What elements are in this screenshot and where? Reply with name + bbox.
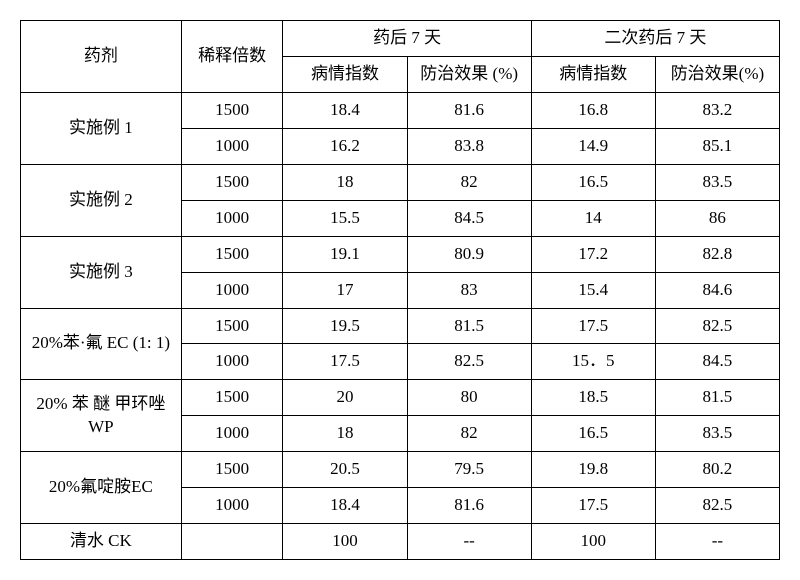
cell-s7ce: 83.5 bbox=[655, 164, 779, 200]
cell-d7ce: 82.5 bbox=[407, 344, 531, 380]
cell-dil: 1500 bbox=[181, 452, 283, 488]
cell-d7di: 18.4 bbox=[283, 488, 407, 524]
cell-s7di: 100 bbox=[531, 524, 655, 560]
cell-d7ce: 80.9 bbox=[407, 236, 531, 272]
table-head: 药剂 稀释倍数 药后 7 天 二次药后 7 天 病情指数 防治效果 (%) 病情… bbox=[21, 21, 780, 93]
table-row: 20%苯·氟 EC (1: 1)150019.581.517.582.5 bbox=[21, 308, 780, 344]
cell-s7di: 19.8 bbox=[531, 452, 655, 488]
cell-s7di: 15.4 bbox=[531, 272, 655, 308]
cell-s7di: 16.5 bbox=[531, 164, 655, 200]
cell-d7di: 19.5 bbox=[283, 308, 407, 344]
table-row: 实施例 3150019.180.917.282.8 bbox=[21, 236, 780, 272]
cell-agent: 20%苯·氟 EC (1: 1) bbox=[21, 308, 182, 380]
cell-dil: 1500 bbox=[181, 92, 283, 128]
cell-d7ce: 80 bbox=[407, 380, 531, 416]
cell-s7di: 17.2 bbox=[531, 236, 655, 272]
cell-d7ce: 83.8 bbox=[407, 128, 531, 164]
cell-s7ce: 80.2 bbox=[655, 452, 779, 488]
cell-dil: 1000 bbox=[181, 344, 283, 380]
table-body: 实施例 1150018.481.616.883.2100016.283.814.… bbox=[21, 92, 780, 559]
cell-agent: 20%氟啶胺EC bbox=[21, 452, 182, 524]
cell-dil: 1500 bbox=[181, 236, 283, 272]
cell-s7ce: 84.5 bbox=[655, 344, 779, 380]
cell-s7ce: 86 bbox=[655, 200, 779, 236]
cell-dil: 1000 bbox=[181, 200, 283, 236]
table-row: 清水 CK100--100-- bbox=[21, 524, 780, 560]
cell-s7di: 17.5 bbox=[531, 488, 655, 524]
cell-agent: 实施例 2 bbox=[21, 164, 182, 236]
cell-s7ce: 83.5 bbox=[655, 416, 779, 452]
cell-s7ce: 84.6 bbox=[655, 272, 779, 308]
cell-s7di: 17.5 bbox=[531, 308, 655, 344]
cell-s7di: 16.5 bbox=[531, 416, 655, 452]
data-table-container: 药剂 稀释倍数 药后 7 天 二次药后 7 天 病情指数 防治效果 (%) 病情… bbox=[20, 20, 780, 560]
cell-s7di: 14 bbox=[531, 200, 655, 236]
cell-d7ce: 82 bbox=[407, 416, 531, 452]
cell-dil: 1500 bbox=[181, 308, 283, 344]
cell-s7ce: 82.5 bbox=[655, 308, 779, 344]
header-d7-control-effect: 防治效果 (%) bbox=[407, 56, 531, 92]
cell-dil: 1000 bbox=[181, 488, 283, 524]
cell-d7di: 20.5 bbox=[283, 452, 407, 488]
table-row: 实施例 21500188216.583.5 bbox=[21, 164, 780, 200]
cell-dil: 1000 bbox=[181, 128, 283, 164]
cell-d7ce: -- bbox=[407, 524, 531, 560]
cell-d7ce: 81.5 bbox=[407, 308, 531, 344]
cell-agent: 实施例 1 bbox=[21, 92, 182, 164]
cell-d7di: 100 bbox=[283, 524, 407, 560]
cell-d7ce: 79.5 bbox=[407, 452, 531, 488]
cell-s7ce: -- bbox=[655, 524, 779, 560]
cell-dil: 1500 bbox=[181, 164, 283, 200]
header-s7-control-effect: 防治效果(%) bbox=[655, 56, 779, 92]
efficacy-table: 药剂 稀释倍数 药后 7 天 二次药后 7 天 病情指数 防治效果 (%) 病情… bbox=[20, 20, 780, 560]
header-agent: 药剂 bbox=[21, 21, 182, 93]
cell-d7ce: 81.6 bbox=[407, 488, 531, 524]
cell-d7ce: 81.6 bbox=[407, 92, 531, 128]
cell-d7di: 18 bbox=[283, 164, 407, 200]
cell-dil: 1000 bbox=[181, 272, 283, 308]
cell-s7ce: 81.5 bbox=[655, 380, 779, 416]
header-row-1: 药剂 稀释倍数 药后 7 天 二次药后 7 天 bbox=[21, 21, 780, 57]
cell-s7ce: 85.1 bbox=[655, 128, 779, 164]
cell-dil: 1500 bbox=[181, 380, 283, 416]
header-group-7d: 药后 7 天 bbox=[283, 21, 531, 57]
cell-dil bbox=[181, 524, 283, 560]
cell-agent: 实施例 3 bbox=[21, 236, 182, 308]
cell-d7ce: 82 bbox=[407, 164, 531, 200]
cell-s7di: 16.8 bbox=[531, 92, 655, 128]
cell-s7ce: 82.8 bbox=[655, 236, 779, 272]
table-row: 20%氟啶胺EC150020.579.519.880.2 bbox=[21, 452, 780, 488]
header-s7-disease-index: 病情指数 bbox=[531, 56, 655, 92]
cell-s7ce: 83.2 bbox=[655, 92, 779, 128]
cell-s7di: 15．5 bbox=[531, 344, 655, 380]
cell-d7ce: 83 bbox=[407, 272, 531, 308]
cell-dil: 1000 bbox=[181, 416, 283, 452]
cell-s7di: 14.9 bbox=[531, 128, 655, 164]
table-row: 20% 苯 醚 甲环唑 WP1500208018.581.5 bbox=[21, 380, 780, 416]
cell-d7di: 18.4 bbox=[283, 92, 407, 128]
cell-d7di: 17 bbox=[283, 272, 407, 308]
cell-d7di: 18 bbox=[283, 416, 407, 452]
cell-d7ce: 84.5 bbox=[407, 200, 531, 236]
cell-s7ce: 82.5 bbox=[655, 488, 779, 524]
cell-agent: 清水 CK bbox=[21, 524, 182, 560]
cell-d7di: 20 bbox=[283, 380, 407, 416]
header-d7-disease-index: 病情指数 bbox=[283, 56, 407, 92]
cell-s7di: 18.5 bbox=[531, 380, 655, 416]
cell-d7di: 15.5 bbox=[283, 200, 407, 236]
cell-d7di: 17.5 bbox=[283, 344, 407, 380]
table-row: 实施例 1150018.481.616.883.2 bbox=[21, 92, 780, 128]
header-dilution: 稀释倍数 bbox=[181, 21, 283, 93]
cell-agent: 20% 苯 醚 甲环唑 WP bbox=[21, 380, 182, 452]
header-group-2nd7d: 二次药后 7 天 bbox=[531, 21, 779, 57]
cell-d7di: 16.2 bbox=[283, 128, 407, 164]
cell-d7di: 19.1 bbox=[283, 236, 407, 272]
